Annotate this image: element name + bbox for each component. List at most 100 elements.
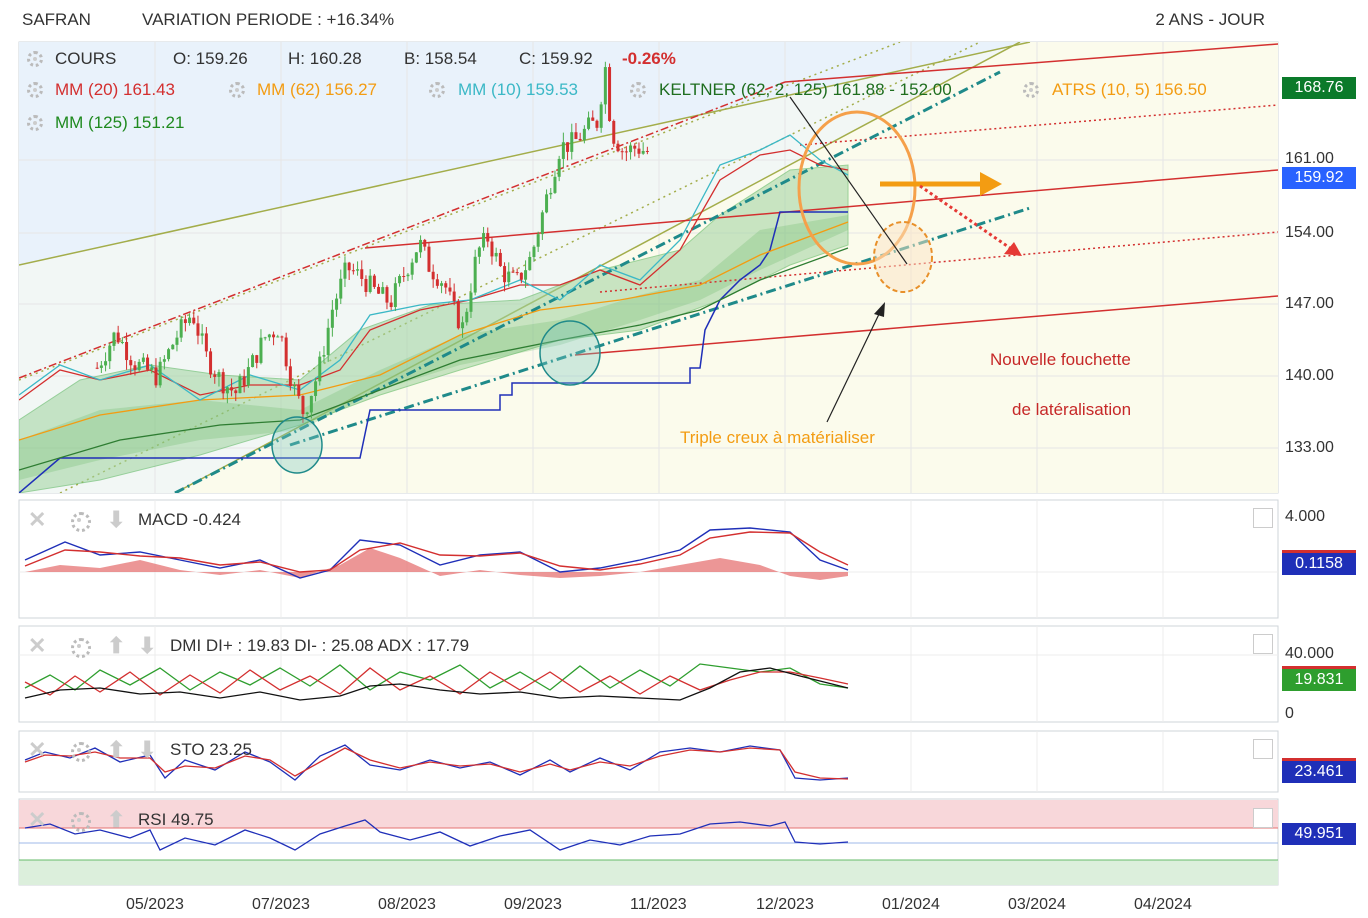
candle-body (423, 239, 427, 247)
candle-body (393, 283, 397, 308)
candle-body (419, 239, 423, 253)
candle-body (540, 212, 544, 235)
arrow-up-icon[interactable]: ⬆ (107, 737, 126, 762)
candle-body (314, 381, 318, 396)
candle-body (263, 337, 267, 339)
legend-mm10: MM (10) 159.53 (458, 80, 579, 99)
gear-icon[interactable] (229, 82, 245, 98)
candle-body (125, 342, 129, 361)
candle-body (158, 361, 162, 386)
close-icon[interactable]: ✕ (28, 507, 47, 532)
candle-body (217, 372, 221, 377)
candle-body (553, 176, 557, 193)
candle-body (414, 252, 418, 263)
candle-body (595, 120, 599, 128)
legend-mm20: MM (20) 161.43 (55, 80, 176, 99)
candle-body (238, 376, 242, 394)
gear-icon[interactable] (27, 115, 43, 131)
candle-body (448, 287, 452, 292)
candle-body (162, 359, 166, 362)
candle-body (221, 372, 225, 394)
candle-body (603, 67, 607, 105)
candle-body (599, 104, 603, 128)
macd-last-label: 0.1158 (1282, 550, 1356, 575)
candle-body (204, 333, 208, 352)
candle-body (322, 355, 326, 357)
period-selector[interactable]: 2 ANS - JOUR (1155, 10, 1265, 29)
panel-checkbox[interactable] (1253, 634, 1273, 654)
rsi-last-label: 49.951 (1282, 823, 1356, 845)
fourchette-annotation-line2: de latéralisation (1012, 400, 1132, 419)
arrow-up-icon[interactable]: ⬆ (107, 807, 126, 832)
candle-body (444, 283, 448, 288)
candle-body (104, 361, 108, 366)
mm125-line (19, 247, 849, 471)
rsi-label: RSI 49.75 (138, 810, 214, 829)
candle-body (406, 274, 410, 277)
gear-icon[interactable] (429, 82, 445, 98)
close-icon[interactable]: ✕ (28, 807, 47, 832)
arrow-up-icon[interactable]: ⬆ (107, 633, 126, 658)
dmi-minus (24, 667, 849, 696)
candle-body (133, 365, 137, 370)
fourchette-annotation-line1: Nouvelle fouchette (990, 350, 1131, 369)
candle-body (372, 275, 376, 287)
gear-icon[interactable] (71, 812, 91, 832)
candle-body (620, 151, 624, 153)
candle-body (645, 150, 649, 152)
panel-checkbox[interactable] (1253, 508, 1273, 528)
candle-body (305, 412, 309, 415)
candle-body (318, 356, 322, 382)
candle-body (146, 357, 150, 370)
candle-body (246, 367, 250, 386)
candle-body (549, 192, 553, 195)
candle-body (498, 252, 502, 267)
candle-body (465, 311, 469, 323)
candle-body (284, 337, 288, 367)
candle-body (608, 67, 612, 121)
candle-body (112, 332, 116, 346)
candle-body (494, 252, 498, 257)
candle-body (288, 366, 292, 387)
sto-last-label: 23.461 (1282, 758, 1356, 783)
candle-body (309, 395, 313, 413)
candle-body (259, 337, 263, 363)
gear-icon[interactable] (71, 638, 91, 658)
candle-body (486, 233, 490, 242)
gear-icon[interactable] (1023, 82, 1039, 98)
low-circle-2 (539, 320, 601, 386)
mm62-line (19, 221, 849, 441)
gear-icon[interactable] (630, 82, 646, 98)
candle-body (326, 327, 330, 356)
x-tick: 05/2023 (126, 896, 184, 913)
panel-checkbox[interactable] (1253, 808, 1273, 828)
gear-icon[interactable] (27, 51, 43, 67)
candle-body (272, 334, 276, 338)
legend-cours: COURS (55, 49, 117, 68)
close-icon[interactable]: ✕ (28, 737, 47, 762)
last-close-label: 159.92 (1282, 167, 1356, 189)
gear-icon[interactable] (71, 512, 91, 532)
arrow-down-icon[interactable]: ⬇ (138, 633, 157, 658)
gear-icon[interactable] (27, 82, 43, 98)
candle-body (251, 355, 255, 368)
candle-body (574, 132, 578, 139)
arrow-down-icon[interactable]: ⬇ (107, 507, 126, 532)
candle-body (561, 142, 565, 159)
close-icon[interactable]: ✕ (28, 633, 47, 658)
candle-body (431, 271, 435, 280)
symbol-title: SAFRAN (22, 10, 91, 29)
arrow-down-icon[interactable]: ⬇ (138, 737, 157, 762)
candle-body (633, 145, 637, 149)
legend-keltner: KELTNER (62, 2, 125) 161.88 - 152.00 (659, 80, 952, 99)
candle-body (435, 279, 439, 286)
y-tick: 154.00 (1285, 224, 1334, 241)
panel-checkbox[interactable] (1253, 739, 1273, 759)
rsi-line (24, 819, 849, 851)
legend-mm62: MM (62) 156.27 (257, 80, 378, 99)
macd-panel (18, 499, 1279, 619)
gear-icon[interactable] (71, 742, 91, 762)
candle-body (452, 291, 456, 302)
legend-low: B: 158.54 (404, 49, 477, 68)
